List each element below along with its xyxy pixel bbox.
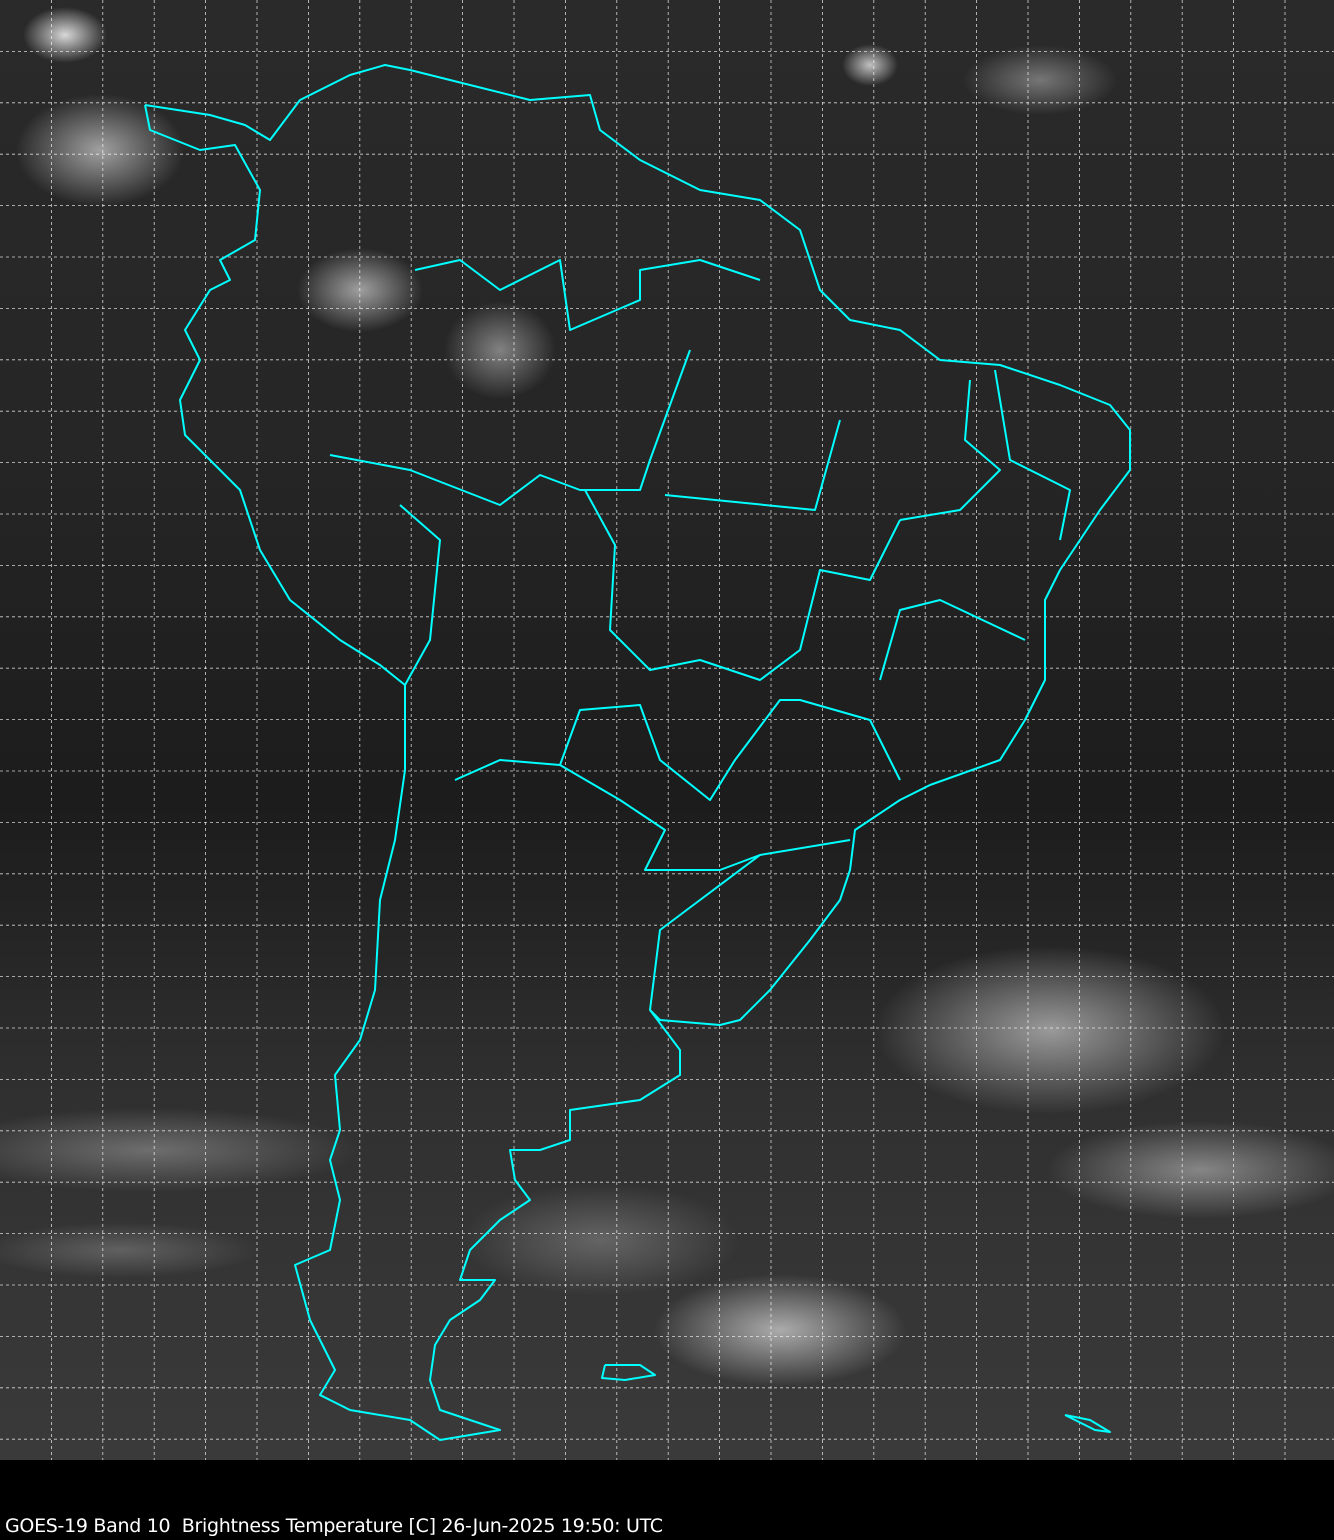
border xyxy=(584,489,901,681)
border xyxy=(879,599,1026,681)
island-falklands xyxy=(601,1364,656,1381)
coastline xyxy=(144,64,1131,1441)
map-overlay xyxy=(0,0,1334,1460)
graticule-grid xyxy=(0,0,1334,1460)
border xyxy=(664,419,841,511)
border xyxy=(559,764,851,871)
border xyxy=(994,369,1071,541)
island-south-georgia xyxy=(1064,1414,1111,1433)
border xyxy=(329,349,691,506)
satellite-image xyxy=(0,0,1334,1460)
border xyxy=(414,259,761,331)
border xyxy=(899,379,1001,521)
border xyxy=(454,699,901,801)
image-caption: GOES-19 Band 10 Brightness Temperature [… xyxy=(5,1515,663,1537)
border xyxy=(399,504,441,686)
border xyxy=(649,854,761,1011)
